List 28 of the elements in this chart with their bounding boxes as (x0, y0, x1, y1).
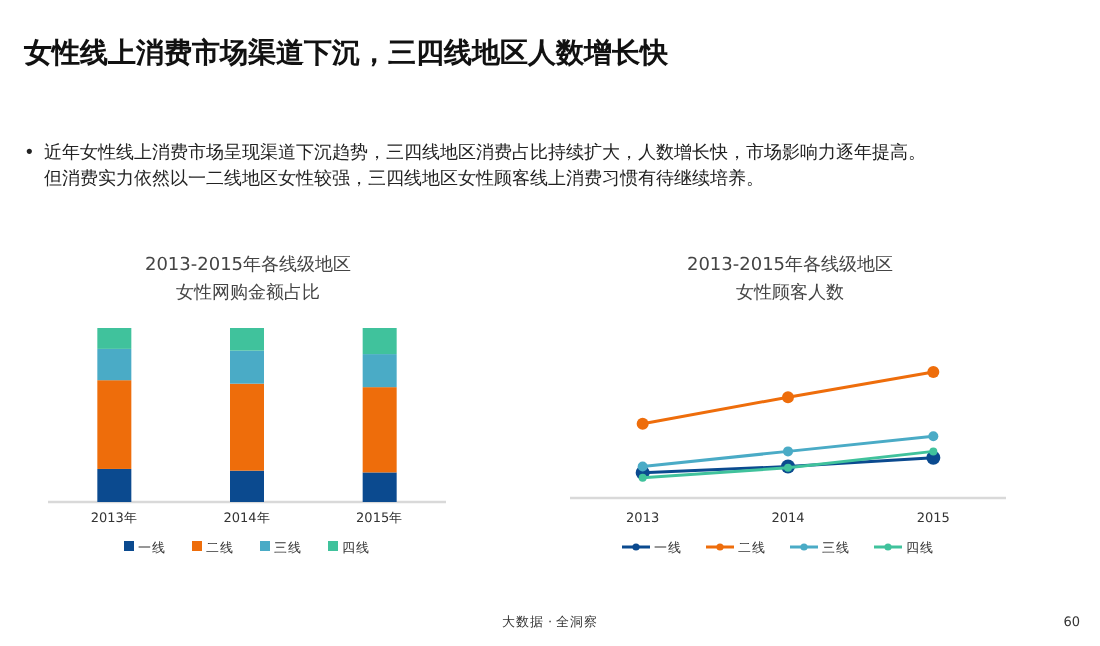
point (928, 431, 939, 442)
point (929, 447, 938, 456)
bar (97, 348, 132, 381)
title: 女性线上消费市场渠道下沉，三四线地区人数增长快 (24, 38, 668, 70)
bar (230, 350, 264, 384)
point (782, 391, 794, 404)
chart-subtitle: 女性网购金额占比 (176, 282, 320, 304)
bar (362, 387, 397, 473)
bar (97, 468, 132, 502)
text: 近年女性线上消费市场呈现渠道下沉趋势，三四线地区消费占比持续扩大，人数增长快，市场影响力逐年提高。 (44, 142, 926, 164)
bar (97, 380, 132, 469)
bar (362, 354, 397, 388)
bar (97, 328, 132, 349)
point (637, 461, 648, 472)
text: 但消费实力依然以一二线地区女性较强，三四线地区女性顾客线上消费习惯有待继续培养。 (44, 168, 764, 190)
point (636, 417, 649, 430)
text: • (24, 144, 35, 164)
bar (362, 328, 397, 355)
bar (230, 328, 264, 351)
chart-title: 2013-2015年各线级地区 (144, 254, 352, 276)
point (783, 446, 793, 457)
bar (230, 470, 264, 502)
chart-subtitle: 女性顾客人数 (736, 282, 844, 304)
bar (362, 472, 397, 502)
bar (230, 383, 264, 471)
point (638, 473, 647, 482)
point (927, 366, 940, 378)
chart-title: 2013-2015年各线级地区 (686, 254, 894, 276)
